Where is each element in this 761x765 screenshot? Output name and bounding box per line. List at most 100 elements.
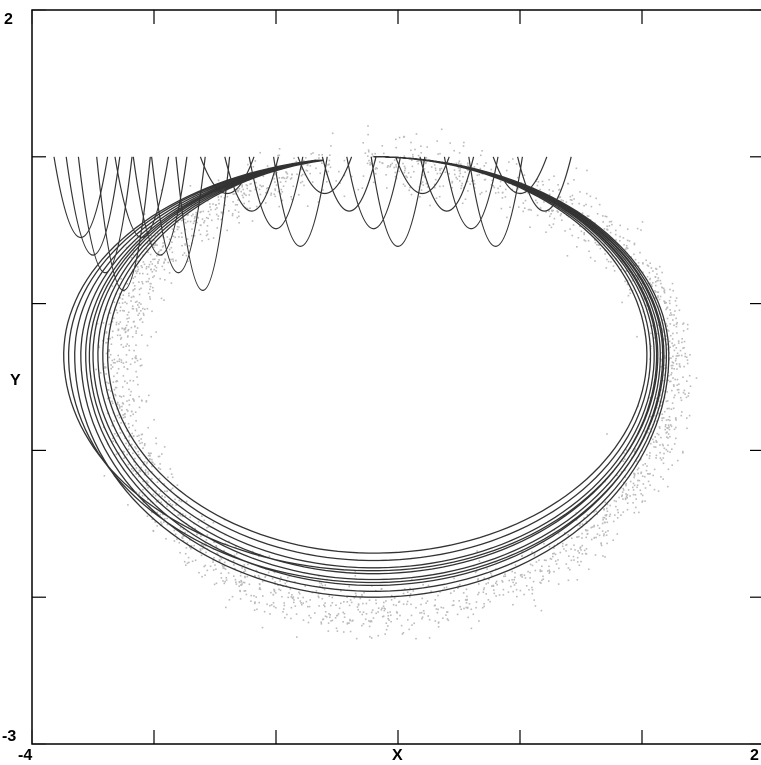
cloud-point <box>187 556 190 559</box>
cloud-point <box>682 452 684 454</box>
cloud-point <box>421 597 423 600</box>
cloud-point <box>677 340 680 342</box>
cloud-point <box>602 516 605 519</box>
cloud-point <box>676 332 678 334</box>
cloud-point <box>171 228 174 230</box>
cloud-point <box>561 542 564 545</box>
cloud-point <box>314 612 316 614</box>
cloud-point <box>660 282 662 285</box>
cloud-point <box>258 588 261 590</box>
cloud-point <box>375 167 377 169</box>
cloud-point <box>604 215 607 218</box>
cloud-point <box>662 444 664 447</box>
cloud-point <box>200 535 202 538</box>
cloud-point <box>501 581 504 583</box>
cloud-point <box>246 184 249 187</box>
cloud-point <box>139 365 142 367</box>
cloud-point <box>318 605 320 607</box>
cloud-point <box>655 291 657 293</box>
cloud-point <box>132 380 135 382</box>
cloud-point <box>215 545 217 547</box>
cloud-point <box>216 207 218 209</box>
cloud-point <box>121 405 123 408</box>
cloud-point <box>157 455 160 458</box>
cloud-point <box>400 624 403 627</box>
cloud-point <box>243 581 246 584</box>
cloud-point <box>248 200 250 203</box>
cloud-point <box>638 479 641 482</box>
cloud-point <box>181 515 184 518</box>
cloud-point <box>280 576 282 579</box>
trajectory-loop <box>67 156 665 584</box>
cloud-point <box>434 599 437 601</box>
cloud-point <box>223 549 225 552</box>
cloud-point <box>610 261 612 263</box>
cloud-point <box>603 508 605 511</box>
cloud-point <box>672 289 674 292</box>
top-spike <box>321 156 377 212</box>
cloud-point <box>657 295 659 297</box>
cloud-point <box>457 167 460 169</box>
cloud-point <box>667 379 670 382</box>
cloud-point <box>535 199 537 202</box>
cloud-point <box>583 204 585 207</box>
cloud-point <box>182 254 184 256</box>
cloud-point <box>636 468 639 471</box>
cloud-point <box>622 460 625 462</box>
cloud-point <box>654 414 656 417</box>
cloud-point <box>104 367 106 369</box>
cloud-point <box>539 581 541 584</box>
cloud-point <box>595 510 597 512</box>
cloud-point <box>136 435 139 438</box>
cloud-point <box>151 461 153 463</box>
cloud-point <box>366 162 369 165</box>
cloud-point <box>412 590 415 592</box>
cloud-point <box>581 544 584 547</box>
cloud-point <box>272 602 275 604</box>
cloud-point <box>243 590 246 592</box>
cloud-point <box>197 521 200 523</box>
cloud-point <box>577 550 579 552</box>
cloud-point <box>348 585 350 588</box>
cloud-point <box>178 499 180 502</box>
cloud-point <box>298 592 301 595</box>
cloud-point <box>495 595 497 597</box>
cloud-point <box>213 583 216 586</box>
cloud-point <box>343 159 346 162</box>
cloud-point <box>653 446 655 448</box>
cloud-point <box>540 609 543 612</box>
cloud-point <box>665 448 668 451</box>
cloud-point <box>687 395 690 397</box>
cloud-point <box>666 431 668 433</box>
cloud-point <box>216 227 219 229</box>
cloud-point <box>638 269 641 272</box>
cloud-point <box>494 192 497 194</box>
cloud-point <box>481 150 483 152</box>
cloud-point <box>575 519 578 521</box>
cloud-point <box>669 302 671 305</box>
cloud-point <box>650 332 652 335</box>
cloud-point <box>186 562 189 564</box>
cloud-point <box>142 312 145 315</box>
cloud-point <box>367 149 370 151</box>
cloud-point <box>201 515 203 517</box>
cloud-point <box>184 531 186 534</box>
cloud-point <box>529 571 531 574</box>
cloud-point <box>122 414 124 416</box>
cloud-point <box>593 536 596 539</box>
cloud-point <box>340 590 342 592</box>
cloud-point <box>138 306 140 308</box>
cloud-point <box>633 243 636 246</box>
cloud-point <box>662 379 664 382</box>
cloud-point <box>557 211 559 213</box>
cloud-point <box>215 213 218 216</box>
cloud-point <box>534 605 537 607</box>
cloud-point <box>677 342 680 344</box>
cloud-point <box>180 219 183 222</box>
cloud-point <box>120 338 122 340</box>
cloud-point <box>237 190 239 193</box>
cloud-point <box>667 427 669 429</box>
cloud-point <box>126 343 129 345</box>
cloud-point <box>659 451 661 454</box>
cloud-point <box>142 447 144 449</box>
